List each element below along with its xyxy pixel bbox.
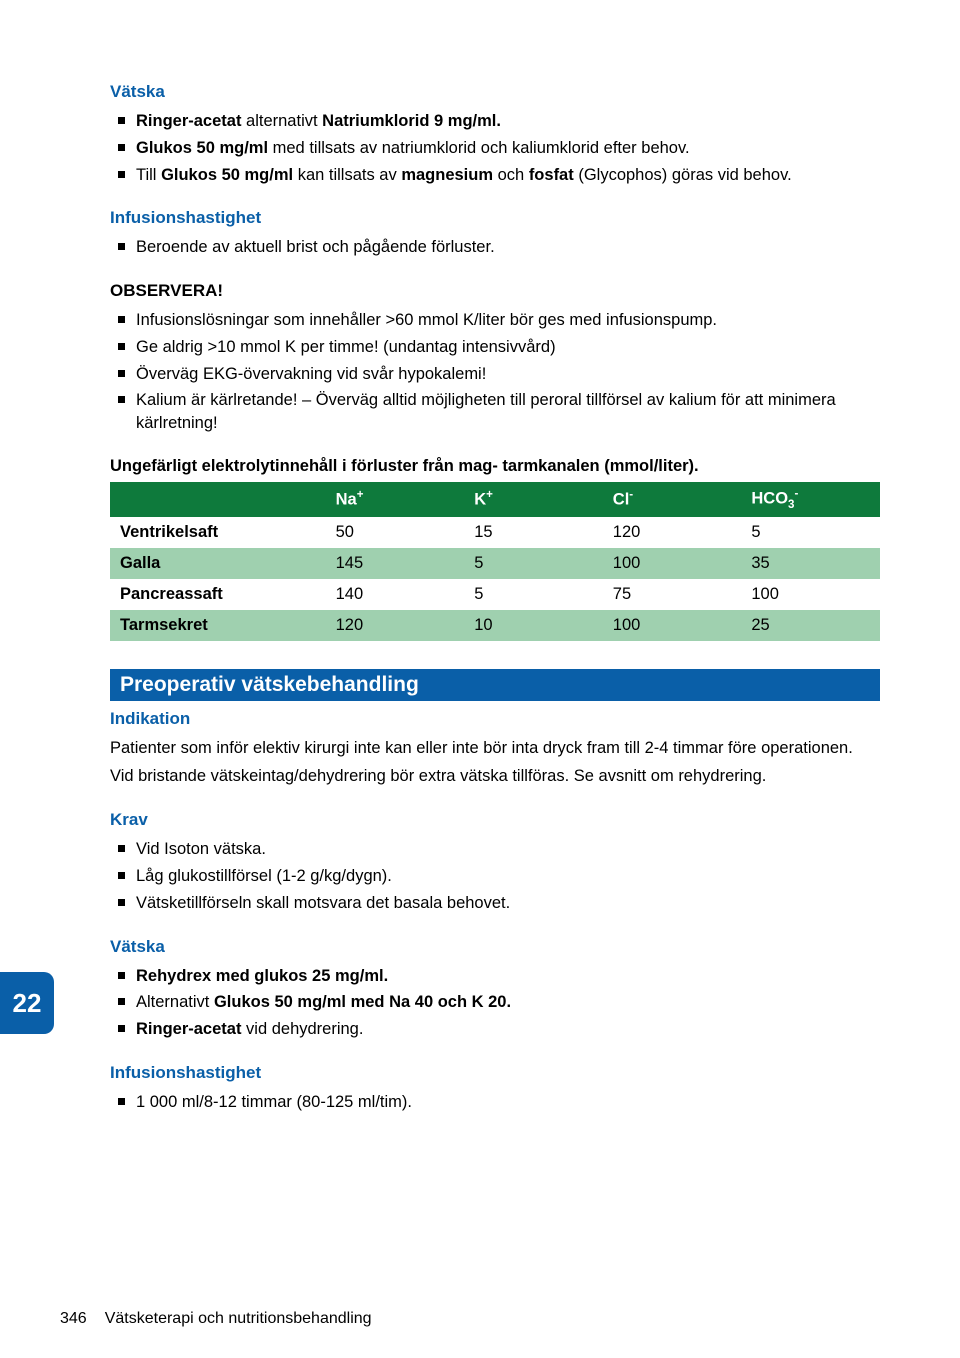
list-vatska2: Rehydrex med glukos 25 mg/ml. Alternativ…	[110, 965, 880, 1041]
page-number: 346	[60, 1310, 87, 1327]
list-item: Vätsketillförseln skall motsvara det bas…	[136, 892, 880, 915]
cell: 25	[741, 610, 880, 641]
row-label: Tarmsekret	[110, 610, 326, 641]
paragraph: Patienter som inför elektiv kirurgi inte…	[110, 737, 880, 760]
list-item: Låg glukostillförsel (1-2 g/kg/dygn).	[136, 865, 880, 888]
col-na: Na+	[326, 482, 465, 517]
electrolyte-table: Na+ K+ Cl- HCO3- Ventrikelsaft50151205Ga…	[110, 482, 880, 641]
list-vatska: Ringer-acetat alternativt Natriumklorid …	[110, 110, 880, 186]
cell: 100	[741, 579, 880, 610]
heading-infusionshastighet2: Infusionshastighet	[110, 1063, 880, 1083]
heading-indikation: Indikation	[110, 709, 880, 729]
list-item: Kalium är kärlretande! – Överväg alltid …	[136, 389, 880, 435]
list-item: Till Glukos 50 mg/ml kan tillsats av mag…	[136, 164, 880, 187]
list-item: 1 000 ml/8-12 timmar (80-125 ml/tim).	[136, 1091, 880, 1114]
table-row: Ventrikelsaft50151205	[110, 517, 880, 548]
table-row: Galla145510035	[110, 548, 880, 579]
cell: 35	[741, 548, 880, 579]
cell: 75	[603, 579, 742, 610]
list-item: Alternativt Glukos 50 mg/ml med Na 40 oc…	[136, 991, 880, 1014]
cell: 120	[603, 517, 742, 548]
list-item: Vid Isoton vätska.	[136, 838, 880, 861]
footer-text: Vätsketerapi och nutritionsbehandling	[105, 1310, 372, 1327]
page-footer: 346 Vätsketerapi och nutritionsbehandling	[60, 1310, 372, 1328]
cell: 5	[741, 517, 880, 548]
page-content: Vätska Ringer-acetat alternativt Natrium…	[0, 0, 960, 1160]
list-item: Rehydrex med glukos 25 mg/ml.	[136, 965, 880, 988]
col-hco3: HCO3-	[741, 482, 880, 517]
cell: 5	[464, 579, 603, 610]
heading-vatska2: Vätska	[110, 937, 880, 957]
cell: 50	[326, 517, 465, 548]
list-observera: Infusionslösningar som innehåller >60 mm…	[110, 309, 880, 435]
col-cl: Cl-	[603, 482, 742, 517]
cell: 100	[603, 548, 742, 579]
cell: 100	[603, 610, 742, 641]
table-row: Pancreassaft140575100	[110, 579, 880, 610]
heading-vatska: Vätska	[110, 82, 880, 102]
heading-observera: OBSERVERA!	[110, 281, 880, 301]
table-caption: Ungefärligt elektrolytinnehåll i förlust…	[110, 457, 880, 476]
table-row: Tarmsekret1201010025	[110, 610, 880, 641]
cell: 10	[464, 610, 603, 641]
list-infusion2: 1 000 ml/8-12 timmar (80-125 ml/tim).	[110, 1091, 880, 1114]
table-header-row: Na+ K+ Cl- HCO3-	[110, 482, 880, 517]
row-label: Galla	[110, 548, 326, 579]
cell: 140	[326, 579, 465, 610]
list-krav: Vid Isoton vätska. Låg glukostillförsel …	[110, 838, 880, 914]
list-item: Ringer-acetat alternativt Natriumklorid …	[136, 110, 880, 133]
cell: 120	[326, 610, 465, 641]
row-label: Ventrikelsaft	[110, 517, 326, 548]
heading-krav: Krav	[110, 810, 880, 830]
list-item: Infusionslösningar som innehåller >60 mm…	[136, 309, 880, 332]
list-item: Beroende av aktuell brist och pågående f…	[136, 236, 880, 259]
list-item: Glukos 50 mg/ml med tillsats av natriumk…	[136, 137, 880, 160]
paragraph: Vid bristande vätskeintag/dehydrering bö…	[110, 765, 880, 788]
list-item: Överväg EKG-övervakning vid svår hypokal…	[136, 363, 880, 386]
row-label: Pancreassaft	[110, 579, 326, 610]
cell: 145	[326, 548, 465, 579]
heading-infusionshastighet: Infusionshastighet	[110, 208, 880, 228]
section-bar-preoperativ: Preoperativ vätskebehandling	[110, 669, 880, 701]
list-item: Ringer-acetat vid dehydrering.	[136, 1018, 880, 1041]
list-item: Ge aldrig >10 mmol K per timme! (undanta…	[136, 336, 880, 359]
cell: 15	[464, 517, 603, 548]
col-k: K+	[464, 482, 603, 517]
cell: 5	[464, 548, 603, 579]
list-infusion: Beroende av aktuell brist och pågående f…	[110, 236, 880, 259]
